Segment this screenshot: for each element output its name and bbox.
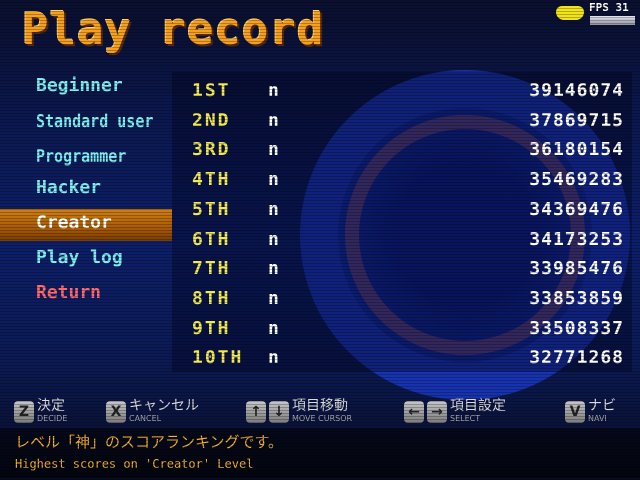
score: 35469283	[529, 169, 624, 191]
rank: 8TH	[192, 287, 231, 309]
down-arrow-key-icon: ↓	[269, 401, 289, 423]
score: 34369476	[529, 198, 624, 220]
score-row: 5TH n 34369476	[172, 195, 632, 223]
score: 36180154	[529, 139, 624, 161]
hint-move-cursor: ↑ ↓ 項目移動 MOVE CURSOR	[246, 398, 352, 423]
player-name: n	[268, 109, 279, 131]
player-name: n	[268, 347, 279, 369]
score-row: 1ST n 39146074	[172, 76, 632, 104]
hint-sub: MOVE CURSOR	[292, 414, 353, 423]
hint-label: ナビ	[588, 398, 616, 414]
message-jp: レベル「神」のスコアランキングです。	[15, 433, 284, 451]
hint-cancel: X キャンセル CANCEL	[106, 398, 199, 423]
hint-label: 決定	[37, 398, 65, 414]
player-name: n	[268, 258, 279, 280]
rank: 3RD	[192, 139, 231, 161]
hint-navi: V ナビ NAVI	[565, 398, 616, 423]
fps-bar	[590, 16, 635, 25]
score: 33508337	[529, 317, 624, 339]
score: 33985476	[529, 258, 624, 280]
left-arrow-key-icon: ←	[404, 401, 424, 423]
hint-select: ← → 項目設定 SELECT	[404, 398, 506, 423]
player-name: n	[268, 169, 279, 191]
score: 33853859	[529, 287, 624, 309]
hint-label: 項目移動	[292, 398, 348, 414]
message-panel	[0, 428, 640, 478]
menu-selection-highlight	[0, 209, 172, 241]
gamepad-icon	[556, 6, 584, 20]
z-key-icon: Z	[14, 401, 34, 423]
score-row: 4TH n 35469283	[172, 165, 632, 193]
hint-sub: NAVI	[588, 414, 607, 423]
menu-item-beginner[interactable]: Beginner	[36, 75, 123, 96]
player-name: n	[268, 228, 279, 250]
score-row: 7TH n 33985476	[172, 254, 632, 282]
player-name: n	[268, 80, 279, 101]
score-row: 3RD n 36180154	[172, 135, 632, 163]
score-table: 1ST n 39146074 2ND n 37869715 3RD n 36180154 4TH n…	[172, 72, 632, 372]
rank: 4TH	[192, 169, 231, 191]
score-row: 9TH n 33508337	[172, 314, 632, 342]
score-row: 6TH n 34173253	[172, 225, 632, 253]
score-row: 10TH n 32771268	[172, 343, 632, 371]
hint-sub: CANCEL	[129, 414, 162, 423]
x-key-icon: X	[106, 401, 126, 423]
score-row: 2ND n 37869715	[172, 106, 632, 134]
fps-counter: FPS 31	[589, 1, 629, 14]
menu-item-play-log[interactable]: Play log	[36, 247, 123, 268]
menu-item-hacker[interactable]: Hacker	[36, 177, 102, 198]
score: 32771268	[529, 347, 624, 369]
page-title: Play record	[22, 4, 325, 55]
message-en: Highest scores on 'Creator' Level	[15, 457, 254, 471]
score: 37869715	[529, 109, 624, 131]
score: 39146074	[529, 80, 624, 101]
score: 34173253	[529, 228, 624, 250]
player-name: n	[268, 287, 279, 309]
hint-sub: SELECT	[450, 414, 481, 423]
rank: 2ND	[192, 109, 231, 131]
rank: 6TH	[192, 228, 231, 250]
player-name: n	[268, 139, 279, 161]
rank: 10TH	[192, 347, 244, 369]
player-name: n	[268, 317, 279, 339]
player-name: n	[268, 198, 279, 220]
menu-item-creator[interactable]: Creator	[36, 212, 112, 233]
hint-label: キャンセル	[129, 398, 199, 414]
hint-decide: Z 決定 DECIDE	[14, 398, 67, 423]
hint-label: 項目設定	[450, 398, 506, 414]
rank: 9TH	[192, 317, 231, 339]
menu-item-programmer[interactable]: Programmer	[36, 145, 127, 167]
rank: 1ST	[192, 80, 231, 101]
control-hints: Z 決定 DECIDE X キャンセル CANCEL ↑ ↓ 項目移動 MOVE CU…	[0, 398, 640, 430]
rank: 7TH	[192, 258, 231, 280]
menu-item-standard-user[interactable]: Standard user	[36, 110, 154, 132]
menu-item-return[interactable]: Return	[36, 282, 102, 303]
rank: 5TH	[192, 198, 231, 220]
score-row: 8TH n 33853859	[172, 284, 632, 312]
up-arrow-key-icon: ↑	[246, 401, 266, 423]
right-arrow-key-icon: →	[427, 401, 447, 423]
v-key-icon: V	[565, 401, 585, 423]
hint-sub: DECIDE	[37, 414, 68, 423]
